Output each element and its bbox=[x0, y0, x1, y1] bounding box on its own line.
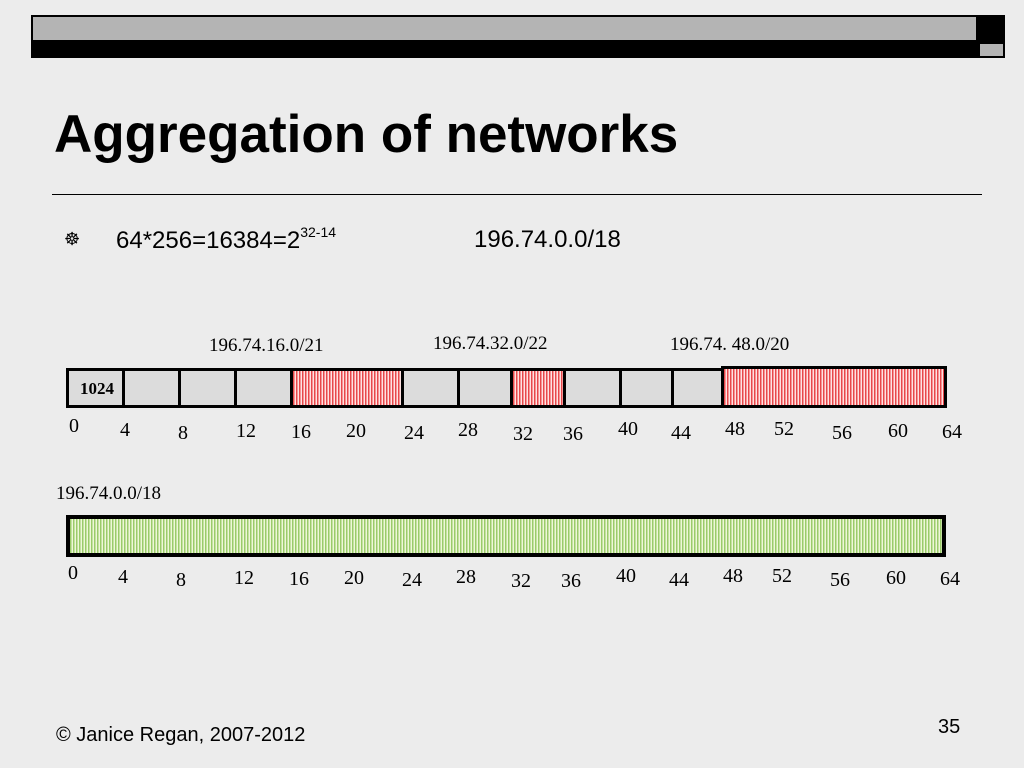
tick-top: 64 bbox=[942, 421, 962, 443]
block-28 bbox=[457, 368, 513, 408]
aggregate-block bbox=[66, 515, 946, 557]
tick-top: 40 bbox=[618, 418, 638, 440]
tick-top: 4 bbox=[120, 419, 130, 441]
slide-title: Aggregation of networks bbox=[54, 105, 679, 164]
tick-top: 28 bbox=[458, 419, 478, 441]
subnet-label-20: 196.74. 48.0/20 bbox=[670, 334, 790, 355]
tick-top: 56 bbox=[832, 422, 852, 444]
tick-top: 48 bbox=[725, 418, 745, 440]
tick-bottom: 4 bbox=[118, 566, 128, 588]
subnet-label-22: 196.74.32.0/22 bbox=[433, 333, 548, 354]
tick-top: 36 bbox=[563, 423, 583, 445]
block-8 bbox=[178, 368, 237, 408]
title-divider bbox=[52, 194, 982, 195]
block-40 bbox=[619, 368, 674, 408]
aggregate-label: 196.74.0.0/18 bbox=[56, 483, 162, 504]
block-16-subnet-21 bbox=[290, 368, 404, 408]
block-24 bbox=[401, 368, 460, 408]
tick-top: 60 bbox=[888, 420, 908, 442]
block-4 bbox=[122, 368, 181, 408]
bullet-equation: 64*256=16384=232-14 bbox=[116, 224, 337, 255]
tick-top: 0 bbox=[69, 415, 79, 437]
tick-bottom: 64 bbox=[940, 568, 960, 590]
tick-bottom: 40 bbox=[616, 565, 636, 587]
header-corner-black bbox=[978, 15, 1005, 42]
block-0 bbox=[66, 368, 125, 408]
tick-top: 52 bbox=[774, 418, 794, 440]
tick-bottom: 12 bbox=[234, 567, 254, 589]
tick-bottom: 24 bbox=[402, 569, 422, 591]
bullet-equation-exponent: 32-14 bbox=[300, 224, 337, 240]
block-48-subnet-20 bbox=[721, 366, 947, 408]
wheel-bullet-icon: ☸ bbox=[64, 229, 81, 249]
block-size-label: 1024 bbox=[80, 379, 114, 398]
block-32-subnet-22 bbox=[510, 368, 566, 408]
tick-bottom: 52 bbox=[772, 565, 792, 587]
tick-top: 44 bbox=[671, 422, 691, 444]
block-12 bbox=[234, 368, 293, 408]
tick-bottom: 60 bbox=[886, 567, 906, 589]
tick-bottom: 32 bbox=[511, 570, 531, 592]
tick-top: 8 bbox=[178, 422, 188, 444]
tick-bottom: 16 bbox=[289, 568, 309, 590]
bullet-equation-base: 64*256=16384=2 bbox=[116, 227, 301, 254]
tick-top: 12 bbox=[236, 420, 256, 442]
tick-bottom: 44 bbox=[669, 569, 689, 591]
tick-bottom: 56 bbox=[830, 569, 850, 591]
tick-bottom: 0 bbox=[68, 562, 78, 584]
tick-bottom: 28 bbox=[456, 566, 476, 588]
subnet-label-21: 196.74.16.0/21 bbox=[209, 335, 324, 356]
header-bar-gray bbox=[31, 15, 978, 42]
tick-bottom: 36 bbox=[561, 570, 581, 592]
tick-bottom: 8 bbox=[176, 569, 186, 591]
block-36 bbox=[563, 368, 622, 408]
tick-bottom: 48 bbox=[723, 565, 743, 587]
block-44 bbox=[671, 368, 725, 408]
page-number: 35 bbox=[938, 716, 961, 738]
header-corner-gray bbox=[978, 42, 1005, 58]
tick-top: 24 bbox=[404, 422, 424, 444]
tick-top: 32 bbox=[513, 423, 533, 445]
bullet-network: 196.74.0.0/18 bbox=[474, 226, 621, 253]
tick-bottom: 20 bbox=[344, 567, 364, 589]
header-bar-black bbox=[31, 42, 978, 58]
tick-top: 20 bbox=[346, 420, 366, 442]
footer-copyright: © Janice Regan, 2007-2012 bbox=[56, 724, 306, 746]
tick-top: 16 bbox=[291, 421, 311, 443]
